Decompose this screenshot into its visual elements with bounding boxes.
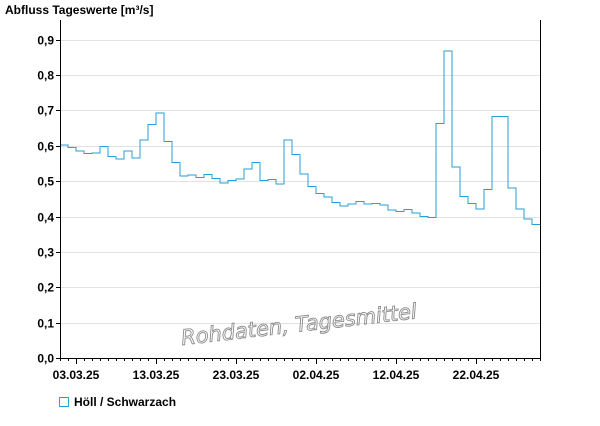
legend: Höll / Schwarzach (59, 395, 176, 409)
x-tick-label: 12.04.25 (373, 368, 420, 382)
chart-title: Abfluss Tageswerte [m³/s] (5, 3, 153, 17)
x-tick-label: 03.03.25 (53, 368, 100, 382)
y-tick-label: 0,0 (37, 352, 54, 366)
y-tick-label: 0,4 (37, 211, 54, 225)
y-tick-label: 0,5 (37, 175, 54, 189)
series-line-hoell-schwarzach (60, 50, 540, 225)
x-tick-label: 02.04.25 (293, 368, 340, 382)
x-tick-label: 23.03.25 (213, 368, 260, 382)
gridlines (60, 40, 540, 324)
x-tick-label: 22.04.25 (453, 368, 500, 382)
y-tick-label: 0,8 (37, 69, 54, 83)
legend-label: Höll / Schwarzach (74, 395, 177, 409)
y-tick-label: 0,1 (37, 317, 54, 331)
x-tick-label: 13.03.25 (133, 368, 180, 382)
watermark-text: Rohdaten, Tagesmittel (180, 299, 418, 350)
y-tick-label: 0,9 (37, 34, 54, 48)
y-tick-label: 0,7 (37, 104, 54, 118)
plot-frame (60, 20, 541, 359)
y-tick-label: 0,3 (37, 246, 54, 260)
x-axis: 03.03.25 13.03.25 23.03.25 02.04.25 12.04.25… (53, 358, 541, 382)
y-axis: 0,0 0,1 0,2 0,3 0,4 0,5 0,6 0,7 0,8 0,9 (37, 34, 60, 366)
legend-swatch (59, 397, 69, 407)
y-tick-label: 0,2 (37, 281, 54, 295)
y-tick-label: 0,6 (37, 140, 54, 154)
